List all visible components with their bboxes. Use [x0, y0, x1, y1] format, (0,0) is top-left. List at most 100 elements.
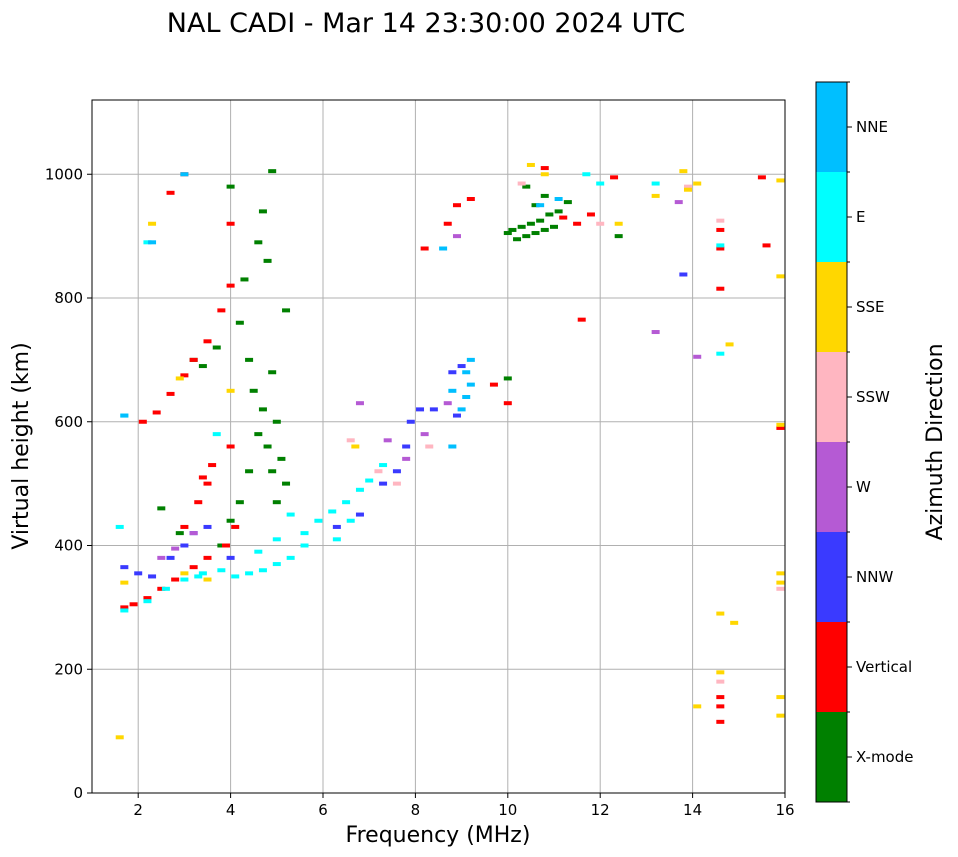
colorbar-label: Azimuth Direction [923, 343, 948, 540]
data-point [120, 565, 129, 570]
data-point [245, 357, 254, 362]
colorbar: X-mode Vertical NNW W SSW SSE E NNE [815, 81, 913, 803]
data-point [300, 531, 309, 536]
data-point [194, 500, 203, 505]
y-tick-label: 0 [73, 784, 83, 802]
data-point [526, 221, 535, 226]
y-tick-label: 200 [54, 660, 83, 678]
data-point [217, 568, 226, 573]
data-point [448, 370, 457, 375]
data-point [272, 562, 281, 567]
data-point [776, 422, 785, 427]
colorbar-frame [815, 81, 848, 803]
data-point [573, 221, 582, 226]
data-point [194, 574, 203, 579]
data-point [503, 231, 512, 236]
data-point [762, 243, 771, 248]
data-point [332, 524, 341, 529]
colorbar-segment [816, 352, 847, 442]
data-point [517, 181, 526, 186]
data-point [300, 543, 309, 548]
data-point [268, 469, 277, 474]
data-point [277, 456, 286, 461]
data-point [226, 444, 235, 449]
data-point [226, 388, 235, 393]
data-point [314, 518, 323, 523]
data-point [226, 283, 235, 288]
data-point [268, 169, 277, 174]
data-point [466, 357, 475, 362]
data-point [148, 240, 157, 245]
data-point [466, 382, 475, 387]
data-point [540, 166, 549, 171]
data-point [189, 565, 198, 570]
data-point [129, 602, 138, 607]
data-point [166, 391, 175, 396]
plot-area: 2 4 6 8 10 12 14 16 0 200 400 600 800 1000 [45, 99, 795, 819]
x-axis-ticks: 2 4 6 8 10 12 14 16 [133, 793, 795, 819]
data-point [166, 555, 175, 560]
data-point [443, 221, 452, 226]
x-tick-label: 12 [591, 801, 610, 819]
colorbar-segment [816, 532, 847, 622]
colorbar-segment [816, 172, 847, 262]
data-point [212, 432, 221, 437]
data-point [540, 172, 549, 177]
data-point [286, 512, 295, 517]
data-point [258, 407, 267, 412]
data-point [716, 246, 725, 251]
data-point [693, 181, 702, 186]
data-point [416, 407, 425, 412]
data-point [157, 586, 166, 591]
data-point [716, 218, 725, 223]
data-point [180, 524, 189, 529]
data-point [614, 234, 623, 239]
data-point [249, 388, 258, 393]
x-axis-label: Frequency (MHz) [346, 823, 531, 848]
plot-background [92, 100, 785, 793]
data-point [226, 184, 235, 189]
data-point [392, 481, 401, 486]
data-point [180, 172, 189, 177]
data-point [674, 200, 683, 205]
data-point [351, 444, 360, 449]
data-point [716, 611, 725, 616]
data-point [776, 571, 785, 576]
data-point [355, 401, 364, 406]
data-point [425, 444, 434, 449]
data-point [651, 181, 660, 186]
series-w [157, 200, 702, 560]
data-point [757, 175, 766, 180]
data-point [716, 704, 725, 709]
series-nnw [120, 272, 688, 579]
data-point [138, 419, 147, 424]
colorbar-segment [816, 442, 847, 532]
data-point [402, 444, 411, 449]
data-point [263, 258, 272, 263]
data-point [563, 200, 572, 205]
y-tick-label: 1000 [45, 165, 83, 183]
data-point [379, 481, 388, 486]
data-point [466, 197, 475, 201]
data-point [457, 364, 466, 369]
data-point [448, 444, 457, 449]
data-point [148, 574, 157, 579]
data-point [383, 438, 392, 443]
data-point [203, 339, 212, 344]
colorbar-tick-label: SSE [856, 298, 885, 316]
data-point [166, 190, 175, 195]
data-point [545, 212, 554, 217]
data-point [180, 577, 189, 582]
data-point [716, 679, 725, 684]
colorbar-tick-label: NNE [856, 118, 888, 136]
data-point [203, 481, 212, 486]
data-point [263, 444, 272, 449]
data-point [217, 543, 226, 548]
y-axis-label: Virtual height (km) [9, 342, 34, 549]
data-point [254, 240, 263, 245]
data-point [508, 227, 517, 232]
y-tick-label: 400 [54, 537, 83, 555]
data-point [286, 555, 295, 560]
data-point [730, 620, 739, 625]
